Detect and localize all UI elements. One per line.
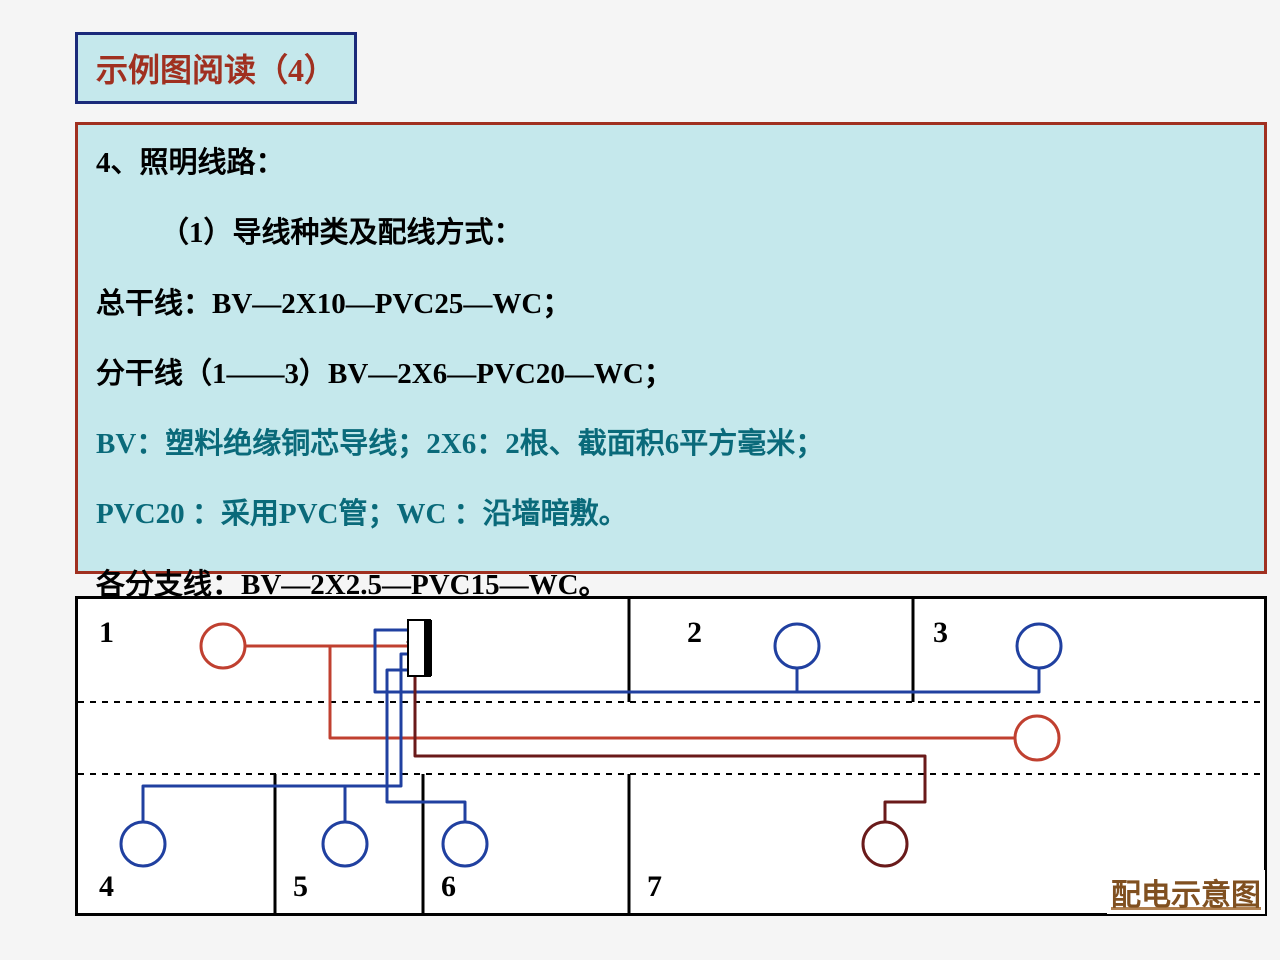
svg-text:7: 7 bbox=[647, 870, 662, 903]
svg-text:1: 1 bbox=[99, 616, 114, 649]
content-sub: （1）导线种类及配线方式： bbox=[96, 215, 1246, 251]
svg-text:4: 4 bbox=[99, 870, 114, 903]
svg-text:5: 5 bbox=[293, 870, 308, 903]
content-box: 4、照明线路： （1）导线种类及配线方式： 总干线：BV—2X10—PVC25—… bbox=[75, 122, 1267, 574]
svg-text:3: 3 bbox=[933, 616, 948, 649]
title-text: 示例图阅读（4） bbox=[96, 52, 336, 88]
svg-text:2: 2 bbox=[687, 616, 702, 649]
content-heading: 4、照明线路： bbox=[96, 145, 1246, 181]
content-line-branch: 分干线（1——3）BV—2X6—PVC20—WC； bbox=[96, 356, 1246, 392]
title-box: 示例图阅读（4） bbox=[75, 32, 357, 104]
content-desc2: PVC20 ：采用PVC管；WC ：沿墙暗敷。 bbox=[96, 496, 1246, 532]
footer-label: 配电示意图 bbox=[1107, 870, 1265, 914]
wiring-diagram: 1 2 3 4 5 6 7 bbox=[75, 596, 1267, 916]
diagram-container: 1 2 3 4 5 6 7 配电示意图 bbox=[75, 596, 1267, 916]
svg-text:6: 6 bbox=[441, 870, 456, 903]
content-line-main: 总干线：BV—2X10—PVC25—WC； bbox=[96, 286, 1246, 322]
content-desc1: BV：塑料绝缘铜芯导线；2X6：2根、截面积6平方毫米； bbox=[96, 426, 1246, 462]
